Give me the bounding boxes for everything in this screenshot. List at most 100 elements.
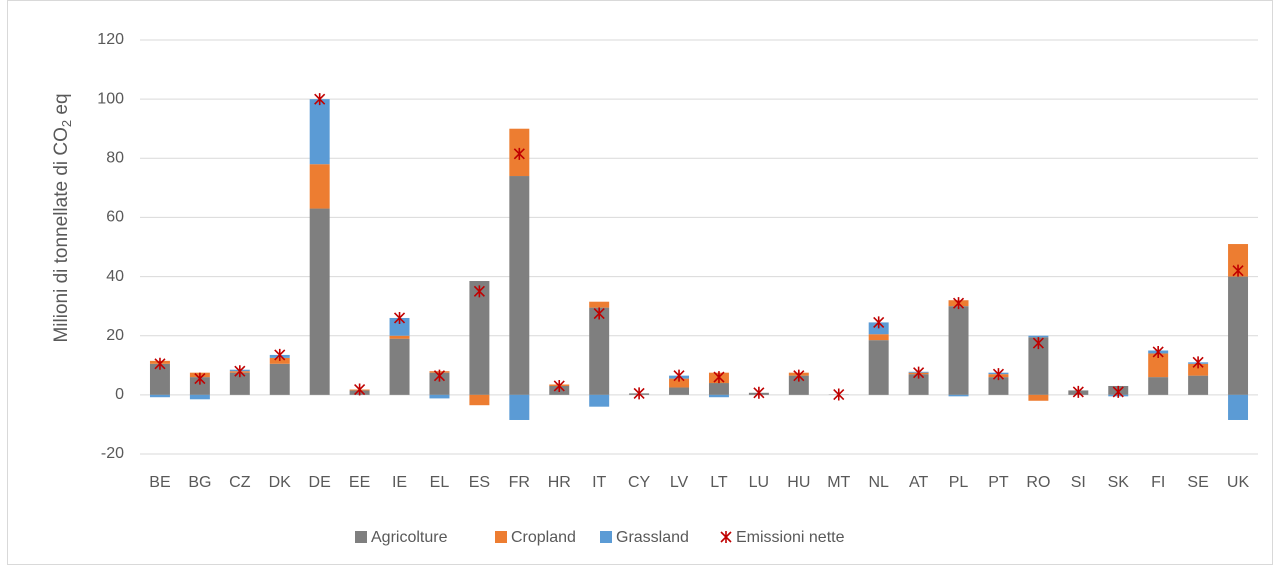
bar-segment — [1228, 276, 1249, 395]
x-tick-label: FR — [509, 474, 530, 491]
x-tick-label: SI — [1071, 474, 1086, 491]
bar-segment — [1148, 377, 1169, 395]
x-tick-label: MT — [827, 474, 850, 491]
legend-label: Grassland — [616, 529, 689, 546]
bar-segment — [1028, 335, 1049, 338]
bar-segment — [189, 377, 210, 395]
bar-segment — [309, 164, 330, 209]
x-tick-label: SK — [1108, 474, 1130, 491]
net-marker — [154, 357, 166, 370]
chart-border — [7, 0, 1273, 565]
net-marker — [913, 366, 925, 379]
y-tick-label: -20 — [101, 445, 124, 462]
bar-segment — [948, 306, 969, 395]
x-tick-label: EL — [430, 474, 450, 491]
net-marker — [553, 379, 565, 392]
bar-segment — [1028, 337, 1049, 395]
bar-segment — [1188, 375, 1209, 395]
y-axis-label: Milioni di tonnellate di CO2 eq — [51, 93, 74, 342]
y-tick-label: 60 — [106, 209, 124, 226]
legend-marker — [720, 531, 732, 543]
y-tick-label: 0 — [115, 386, 124, 403]
net-marker — [234, 365, 246, 378]
bar-segment — [229, 372, 250, 395]
x-tick-label: DE — [309, 474, 331, 491]
x-tick-label: ES — [469, 474, 490, 491]
net-marker — [433, 369, 446, 382]
x-tick-label: IE — [392, 474, 407, 491]
bar-segment — [269, 363, 290, 395]
bar-segment — [868, 340, 889, 395]
net-marker — [1032, 337, 1044, 350]
x-tick-label: CZ — [229, 474, 251, 491]
bar-segment — [429, 394, 450, 399]
legend-item: Grassland — [600, 529, 689, 546]
net-marker — [593, 307, 605, 320]
bar-segment — [1188, 363, 1209, 376]
net-marker — [833, 388, 845, 401]
net-marker — [992, 368, 1005, 381]
y-label-subscript: 2 — [59, 120, 74, 127]
legend-swatch — [355, 531, 367, 543]
legend-label: Agricolture — [371, 529, 448, 546]
net-marker — [393, 311, 406, 324]
legend-item: Agricolture — [355, 529, 448, 546]
net-marker — [1072, 385, 1084, 398]
bar-segment — [309, 99, 330, 165]
x-tick-label: NL — [868, 474, 889, 491]
x-tick-label: IT — [592, 474, 606, 491]
bar-segment — [589, 301, 610, 308]
bar-segment — [1228, 244, 1249, 277]
net-marker — [274, 348, 286, 361]
x-tick-label: HU — [787, 474, 810, 491]
bar-segment — [149, 363, 170, 395]
bar-segment — [1028, 394, 1049, 401]
bar-segment — [669, 387, 690, 395]
bar-segment — [868, 334, 889, 341]
x-tick-label: BG — [188, 474, 211, 491]
bar-segment — [1228, 394, 1249, 420]
y-tick-label: 40 — [106, 268, 124, 285]
legend-label: Emissioni nette — [736, 529, 845, 546]
net-marker — [673, 369, 685, 382]
net-marker — [1232, 264, 1244, 277]
x-tick-label: EE — [349, 474, 370, 491]
net-marker — [314, 93, 326, 106]
net-marker — [873, 316, 885, 329]
net-marker — [633, 387, 645, 400]
legend-swatch — [600, 531, 612, 543]
bar-segment — [589, 394, 610, 407]
net-marker — [354, 383, 366, 396]
y-tick-label: 80 — [106, 150, 124, 167]
y-label-suffix: eq — [51, 93, 72, 119]
bar-segment — [988, 377, 1009, 395]
bar-segment — [708, 394, 729, 398]
x-tick-label: BE — [149, 474, 170, 491]
x-tick-label: PT — [988, 474, 1009, 491]
net-marker — [713, 371, 725, 384]
x-tick-label: DK — [269, 474, 292, 491]
x-tick-label: HR — [548, 474, 571, 491]
bar-segment — [908, 374, 929, 395]
y-tick-label: 120 — [97, 31, 124, 48]
x-tick-label: CY — [628, 474, 651, 491]
y-label-text: Milioni di tonnellate di CO — [51, 127, 72, 342]
net-marker — [793, 369, 805, 382]
net-marker — [1112, 385, 1124, 398]
x-tick-label: LU — [749, 474, 769, 491]
bar-segment — [589, 307, 610, 395]
legend-label: Cropland — [511, 529, 576, 546]
net-marker — [1192, 356, 1204, 369]
net-marker — [513, 147, 525, 160]
bar-segment — [429, 372, 450, 395]
bar-segment — [149, 394, 170, 398]
net-marker — [194, 372, 206, 385]
y-tick-label: 100 — [97, 90, 124, 107]
bar-segment — [509, 394, 530, 420]
legend-item: Emissioni nette — [720, 529, 845, 546]
net-marker — [1152, 345, 1164, 358]
x-tick-label: PL — [949, 474, 969, 491]
x-tick-label: FI — [1151, 474, 1165, 491]
bar-segment — [708, 383, 729, 395]
net-marker — [952, 297, 965, 310]
